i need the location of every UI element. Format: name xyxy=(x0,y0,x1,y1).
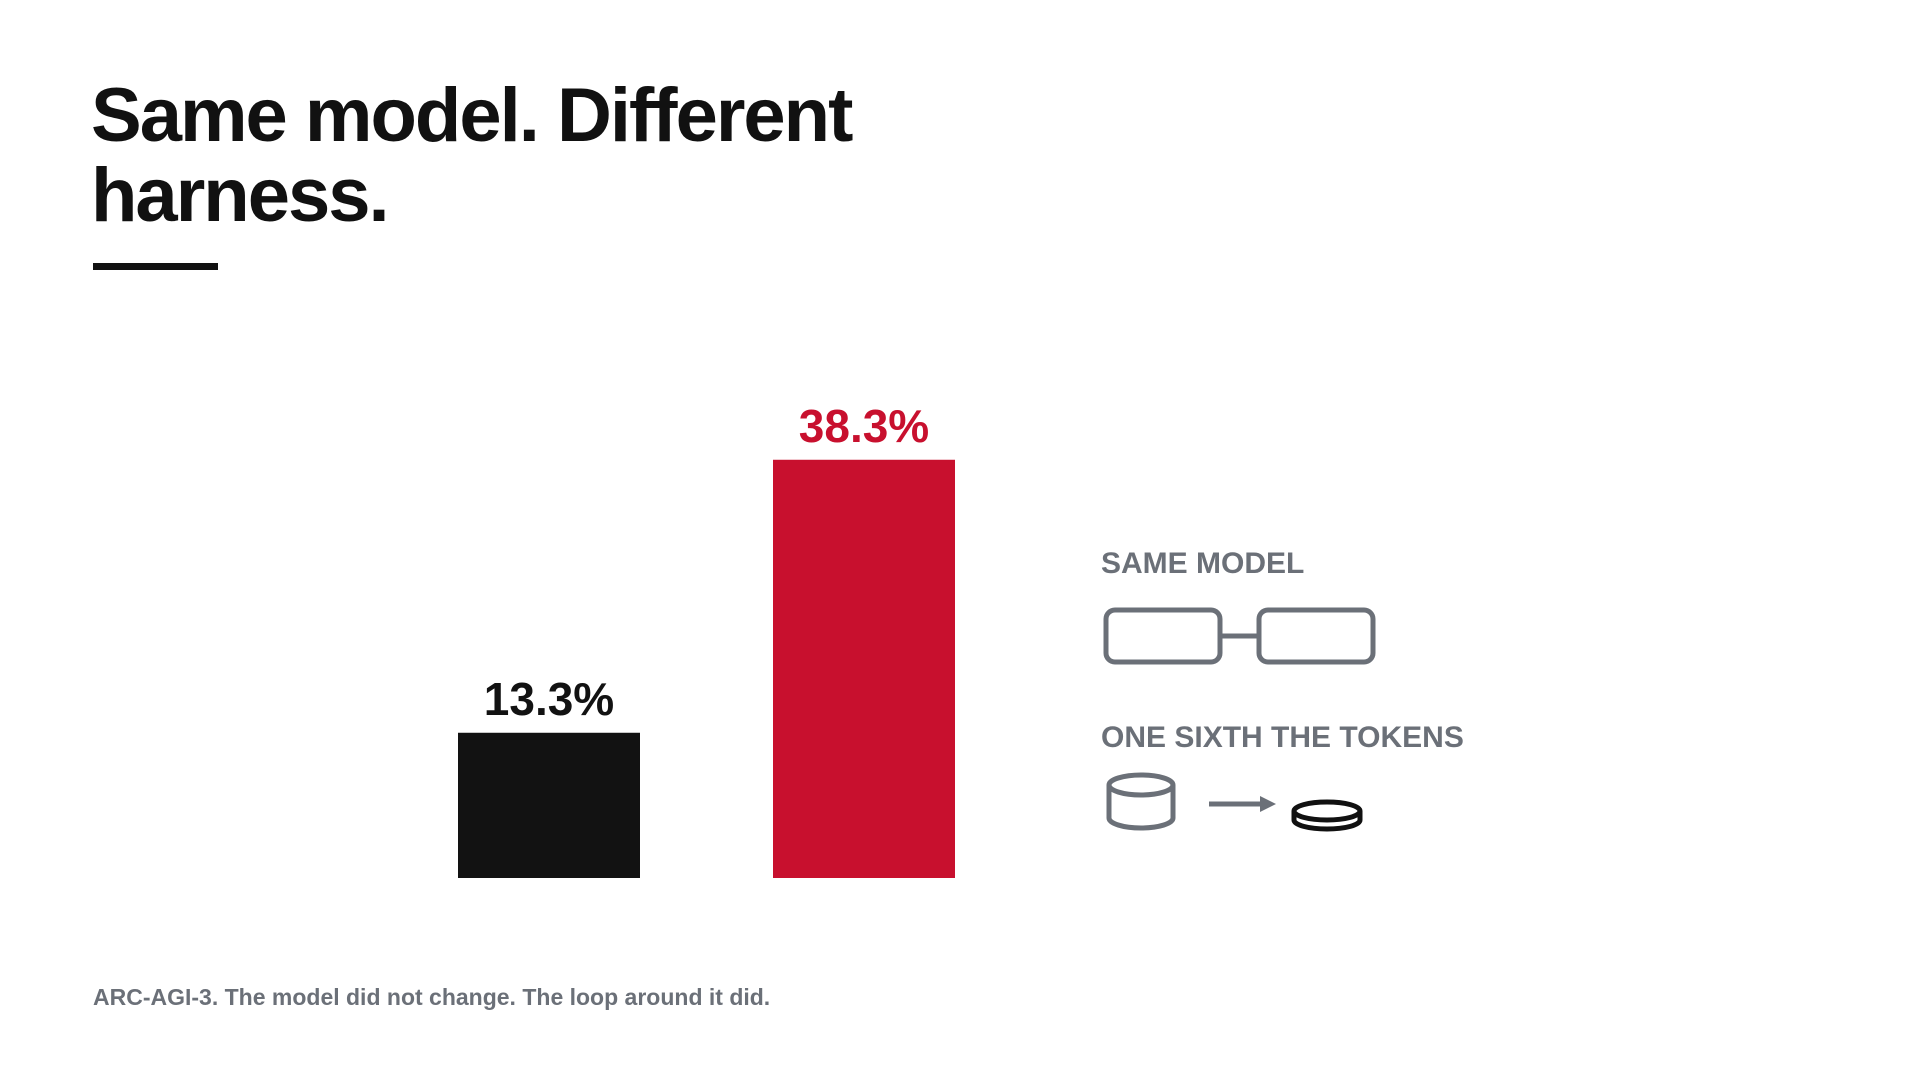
annotation: SAME MODEL xyxy=(1101,547,1304,580)
value-label: 13.3% xyxy=(484,673,614,725)
chart-title: Same model. Different harness. xyxy=(91,73,853,238)
bar xyxy=(458,732,640,878)
value-label: 38.3% xyxy=(799,400,929,452)
footnote: ARC-AGI-3. The model did not change. The… xyxy=(93,984,770,1010)
title-underline xyxy=(93,263,218,270)
same-model-icon xyxy=(1103,607,1376,665)
small-tokens-icon xyxy=(1291,799,1363,832)
annotation: ONE SIXTH THE TOKENS xyxy=(1101,721,1464,754)
bar xyxy=(773,459,955,878)
tokens-icon xyxy=(1106,772,1276,831)
